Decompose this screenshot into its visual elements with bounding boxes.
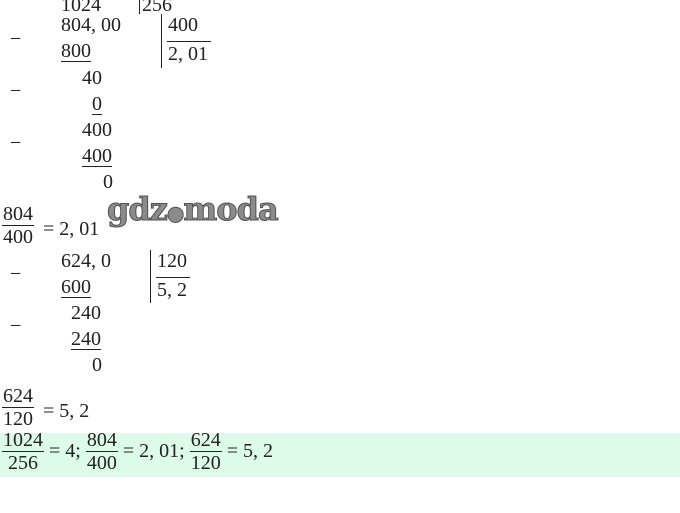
minus-sign: − [10, 315, 22, 337]
minus-sign: − [10, 263, 22, 285]
answer-equals: = 2, 01; [122, 440, 185, 462]
quotient: 2, 01 [168, 43, 208, 65]
dividend-1024: 1024 [61, 0, 101, 16]
answer-equals: = 5, 2 [226, 440, 273, 462]
remainder: 0 [103, 171, 113, 193]
answer-fraction: 1024 256 [2, 433, 44, 474]
fraction-804-400: 804 400 [2, 203, 34, 248]
subtrahend: 240 [71, 328, 101, 350]
answer-equals: = 4; [49, 440, 81, 462]
result-equals: = 5, 2 [43, 400, 90, 422]
divisor: 120 [157, 250, 187, 272]
remainder: 0 [92, 354, 102, 376]
answer-fraction: 624 120 [189, 433, 222, 474]
dividend: 624, 0 [61, 250, 111, 272]
division-bar [161, 14, 162, 68]
watermark-logo: gdz●moda [107, 190, 280, 229]
division-bar [150, 250, 151, 303]
minus-sign: − [10, 28, 22, 50]
subtrahend: 600 [61, 276, 91, 298]
subtrahend: 800 [61, 40, 91, 62]
division-bar [139, 0, 140, 14]
quotient: 5, 2 [157, 279, 187, 301]
remainder: 400 [82, 119, 112, 141]
minus-sign: − [10, 80, 22, 102]
fraction-624-120: 624 120 [2, 385, 34, 430]
answer-fraction: 804 400 [85, 433, 118, 474]
subtrahend: 0 [92, 93, 102, 115]
divisor: 400 [168, 14, 198, 36]
divisor-256: 256 [142, 0, 172, 16]
minus-sign: − [10, 132, 22, 154]
quotient-line [156, 277, 190, 278]
remainder: 40 [82, 67, 102, 89]
remainder: 240 [71, 302, 101, 324]
dividend: 804, 00 [61, 14, 121, 36]
result-equals: = 2, 01 [43, 218, 100, 240]
subtrahend: 400 [82, 145, 112, 167]
quotient-line [167, 41, 211, 42]
answer-highlight: 1024 256 = 4; 804 400 = 2, 01; 624 120 =… [0, 433, 680, 477]
